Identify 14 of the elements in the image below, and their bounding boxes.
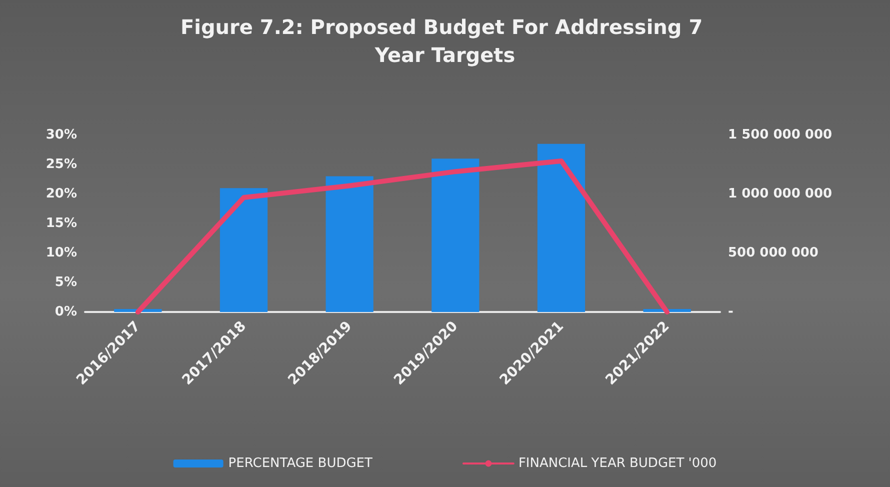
y2-tick-label: 1 000 000 000 bbox=[728, 186, 832, 202]
chart-title: Figure 7.2: Proposed Budget For Addressing 7 Year Targets bbox=[180, 15, 710, 67]
y-tick-label: 20% bbox=[46, 186, 77, 202]
y-tick-label: 15% bbox=[46, 216, 77, 231]
y-tick-label: 5% bbox=[54, 275, 77, 290]
y2-tick-label: 500 000 000 bbox=[728, 246, 818, 260]
y2-tick-label: 1 500 000 000 bbox=[728, 128, 832, 142]
legend-label: FINANCIAL YEAR BUDGET '000 bbox=[518, 456, 717, 471]
y-tick-label: 25% bbox=[46, 157, 77, 172]
legend-label: PERCENTAGE BUDGET bbox=[228, 456, 373, 471]
y-tick-label: 30% bbox=[46, 128, 77, 142]
y-tick-label: 10% bbox=[46, 246, 77, 260]
y2-tick-label: - bbox=[728, 304, 734, 320]
y-tick-label: 0% bbox=[54, 304, 77, 320]
